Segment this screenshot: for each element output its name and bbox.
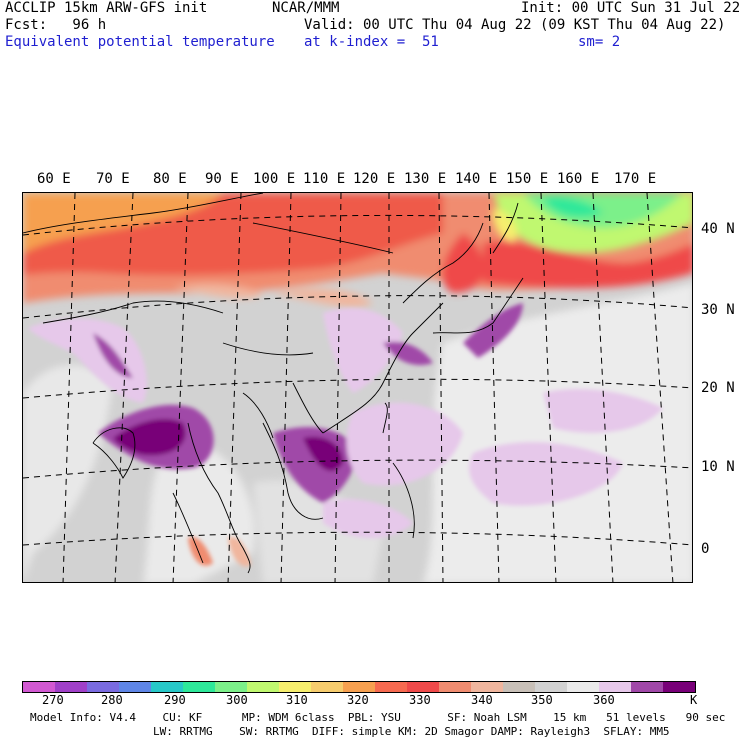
coastlines xyxy=(23,193,524,574)
graticule xyxy=(23,193,692,582)
colorbar-tick: 300 xyxy=(226,693,248,707)
org-label: NCAR/MMM xyxy=(272,0,340,16)
colorbar-swatch xyxy=(183,682,215,692)
lon-label: 130 E xyxy=(404,171,447,187)
colorbar-tick: 320 xyxy=(347,693,369,707)
colorbar-swatch xyxy=(375,682,407,692)
colorbar-swatch xyxy=(567,682,599,692)
field-name: Equivalent potential temperature xyxy=(5,34,275,50)
lat-label: 20 N xyxy=(701,380,735,396)
lon-label: 100 E xyxy=(253,171,296,187)
smoothing-label: sm= 2 xyxy=(578,34,621,50)
colorbar-swatch xyxy=(215,682,247,692)
colorbar-swatch xyxy=(503,682,535,692)
colorbar-swatch xyxy=(87,682,119,692)
lon-label: 80 E xyxy=(153,171,187,187)
map-field xyxy=(23,193,692,582)
lat-label: 0 xyxy=(701,541,710,557)
colorbar-swatch xyxy=(23,682,55,692)
colorbar-swatch xyxy=(599,682,631,692)
colorbar-swatch xyxy=(343,682,375,692)
colorbar-tick: 290 xyxy=(164,693,186,707)
colorbar-swatch xyxy=(471,682,503,692)
model-physics: LW: RRTMG SW: RRTMG DIFF: simple KM: 2D … xyxy=(153,725,670,738)
lat-label: 40 N xyxy=(701,221,735,237)
colorbar-swatch xyxy=(279,682,311,692)
model-info: Model Info: V4.4 CU: KF MP: WDM 6class P… xyxy=(30,711,726,724)
lon-label: 60 E xyxy=(37,171,71,187)
warm-spots xyxy=(188,537,251,567)
colorbar-tick: 330 xyxy=(409,693,431,707)
valid-time: Valid: 00 UTC Thu 04 Aug 22 (09 KST Thu … xyxy=(304,17,726,33)
colorbar-tick: 360 xyxy=(593,693,615,707)
level-label: at k-index = 51 xyxy=(304,34,439,50)
colorbar xyxy=(22,681,696,693)
map-panel xyxy=(22,192,693,583)
lon-label: 90 E xyxy=(205,171,239,187)
colorbar-tick: 270 xyxy=(42,693,64,707)
init-time: Init: 00 UTC Sun 31 Jul 22 xyxy=(521,0,740,16)
colorbar-tick: 310 xyxy=(286,693,308,707)
lon-label: 110 E xyxy=(303,171,346,187)
colorbar-tick: 350 xyxy=(531,693,553,707)
colorbar-swatch xyxy=(151,682,183,692)
colorbar-swatch xyxy=(119,682,151,692)
convection-areas xyxy=(28,303,663,538)
lat-label: 10 N xyxy=(701,459,735,475)
colorbar-swatch xyxy=(631,682,663,692)
colorbar-swatch xyxy=(407,682,439,692)
colorbar-swatch xyxy=(55,682,87,692)
forecast-hour: Fcst: 96 h xyxy=(5,17,107,33)
colorbar-swatch xyxy=(663,682,695,692)
colorbar-swatch xyxy=(439,682,471,692)
colorbar-tick: 280 xyxy=(101,693,123,707)
lon-label: 70 E xyxy=(96,171,130,187)
lon-label: 170 E xyxy=(614,171,657,187)
lon-label: 160 E xyxy=(557,171,600,187)
colorbar-unit: K xyxy=(690,693,698,707)
lat-label: 30 N xyxy=(701,302,735,318)
colorbar-swatch xyxy=(535,682,567,692)
colorbar-swatch xyxy=(247,682,279,692)
colorbar-swatch xyxy=(311,682,343,692)
lon-label: 120 E xyxy=(353,171,396,187)
lon-label: 140 E xyxy=(455,171,498,187)
lon-label: 150 E xyxy=(506,171,549,187)
colorbar-tick: 340 xyxy=(471,693,493,707)
model-title: ACCLIP 15km ARW-GFS init xyxy=(5,0,208,16)
